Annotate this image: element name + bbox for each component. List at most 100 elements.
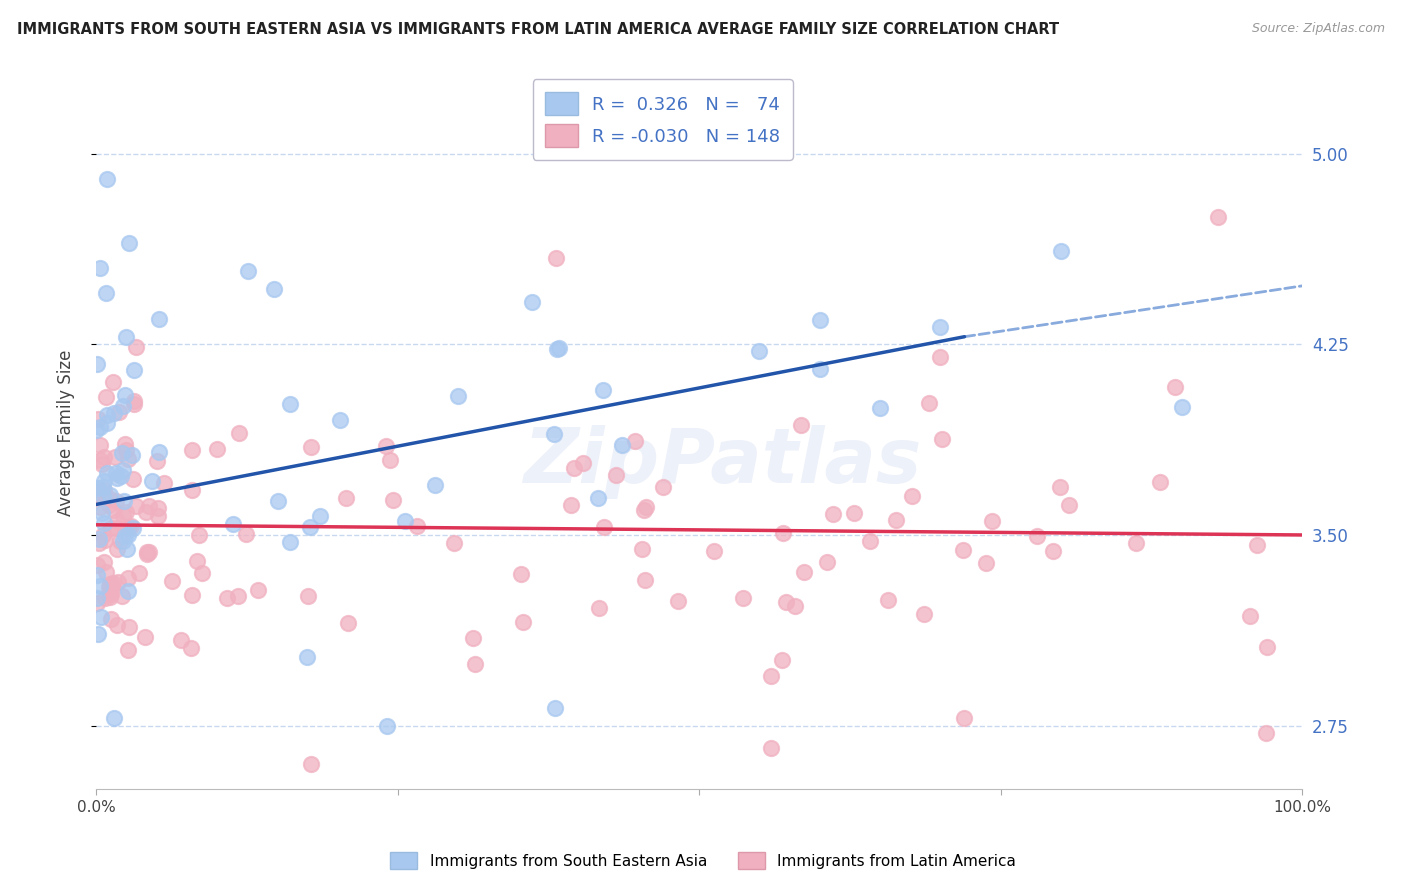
Point [89, 500, 111, 514]
Text: ZipPatlas: ZipPatlas [524, 425, 922, 499]
Point [181, 442, 204, 457]
Point [633, 503, 655, 517]
Point [120, 519, 142, 533]
Point [562, 460, 585, 475]
Point [94, 566, 117, 580]
Point [775, 595, 797, 609]
Point [148, 509, 170, 524]
Point [405, 519, 427, 533]
Point [180, 640, 202, 655]
Point [96, 286, 118, 301]
Point [247, 582, 270, 597]
Point [108, 533, 131, 548]
Point [86, 357, 108, 371]
Point [1057, 498, 1080, 512]
Point [91, 489, 114, 503]
Text: IMMIGRANTS FROM SOUTH EASTERN ASIA VS IMMIGRANTS FROM LATIN AMERICA AVERAGE FAMI: IMMIGRANTS FROM SOUTH EASTERN ASIA VS IM… [17, 22, 1059, 37]
Point [112, 494, 135, 508]
Point [98, 488, 121, 502]
Point [1042, 544, 1064, 558]
Point [226, 589, 249, 603]
Point [110, 469, 132, 483]
Point [117, 527, 139, 541]
Point [136, 545, 159, 559]
Point [86, 596, 108, 610]
Point [125, 340, 148, 354]
Point [901, 489, 924, 503]
Point [299, 520, 322, 534]
Point [548, 342, 571, 356]
Point [86, 558, 108, 573]
Point [329, 413, 352, 427]
Point [278, 535, 301, 549]
Point [104, 450, 127, 464]
Point [96, 172, 118, 186]
Point [772, 526, 794, 541]
Point [188, 528, 211, 542]
Point [114, 388, 136, 402]
Point [94, 533, 117, 547]
Point [91, 506, 114, 520]
Point [96, 408, 118, 422]
Point [808, 362, 831, 376]
Point [103, 711, 125, 725]
Point [931, 432, 953, 446]
Point [1254, 726, 1277, 740]
Point [464, 657, 486, 671]
Point [572, 456, 595, 470]
Point [543, 427, 565, 442]
Point [110, 446, 132, 460]
Point [423, 478, 446, 492]
Point [96, 467, 118, 481]
Point [605, 468, 627, 483]
Point [808, 312, 831, 326]
Point [148, 445, 170, 459]
Point [115, 329, 138, 343]
Point [86, 481, 108, 495]
Point [759, 741, 782, 756]
Point [100, 612, 122, 626]
Point [1246, 538, 1268, 552]
Point [107, 575, 129, 590]
Point [124, 394, 146, 409]
Legend: R =  0.326   N =   74, R = -0.030   N = 148: R = 0.326 N = 74, R = -0.030 N = 148 [533, 79, 793, 160]
Point [374, 439, 396, 453]
Point [666, 593, 689, 607]
Point [634, 500, 657, 514]
Point [295, 650, 318, 665]
Point [98, 499, 121, 513]
Point [770, 652, 793, 666]
Point [593, 520, 616, 534]
Point [91, 458, 114, 472]
Point [124, 363, 146, 377]
Point [560, 498, 582, 512]
Legend: Immigrants from South Eastern Asia, Immigrants from Latin America: Immigrants from South Eastern Asia, Immi… [384, 846, 1022, 875]
Point [134, 630, 156, 644]
Point [86, 567, 108, 582]
Point [128, 566, 150, 580]
Point [443, 536, 465, 550]
Point [634, 573, 657, 587]
Point [588, 491, 610, 505]
Point [89, 438, 111, 452]
Point [105, 515, 128, 529]
Point [148, 500, 170, 515]
Point [141, 475, 163, 489]
Point [111, 399, 134, 413]
Point [98, 590, 121, 604]
Point [103, 503, 125, 517]
Point [1049, 480, 1071, 494]
Point [108, 405, 131, 419]
Point [87, 627, 110, 641]
Point [117, 643, 139, 657]
Point [821, 507, 844, 521]
Point [759, 669, 782, 683]
Point [98, 576, 121, 591]
Point [733, 591, 755, 605]
Point [1025, 529, 1047, 543]
Point [105, 471, 128, 485]
Point [97, 580, 120, 594]
Point [278, 397, 301, 411]
Point [263, 282, 285, 296]
Point [105, 521, 128, 535]
